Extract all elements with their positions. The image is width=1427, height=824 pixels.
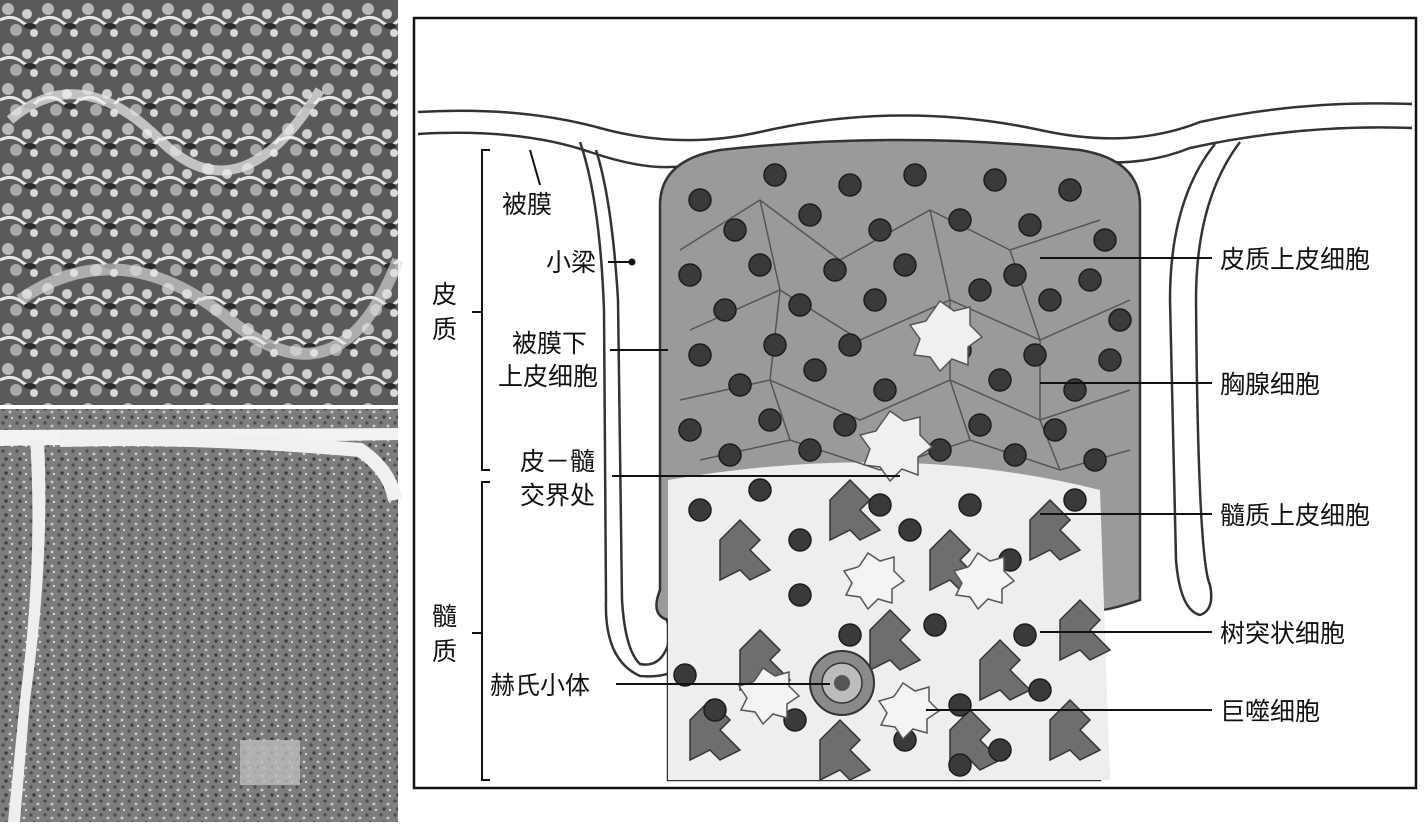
label-cmj-1: 皮－髓 xyxy=(520,447,595,476)
leader-lines xyxy=(529,149,1212,711)
label-trabecula: 小梁 xyxy=(546,248,596,277)
lobule xyxy=(655,138,1142,782)
label-thymocyte: 胸腺细胞 xyxy=(1220,370,1320,399)
hassall-corpuscle xyxy=(809,650,875,716)
cortex-cells xyxy=(678,163,1132,483)
label-cortical-epithelial: 皮质上皮细胞 xyxy=(1220,245,1370,274)
label-cortex-1: 皮 xyxy=(432,280,457,309)
sem-micrograph xyxy=(0,0,404,405)
label-cmj-2: 交界处 xyxy=(520,481,595,510)
light-micrograph xyxy=(0,409,402,822)
medulla-cells xyxy=(673,478,1112,782)
label-hassall: 赫氏小体 xyxy=(490,671,590,700)
label-cortex-2: 质 xyxy=(432,315,457,344)
labels: 被膜 小梁 皮 质 被膜下 上皮细胞 皮－髓 交界处 髓 质 赫氏小体 皮质上皮… xyxy=(432,190,1370,726)
trabecula-dot xyxy=(628,258,636,266)
label-medulla-2: 质 xyxy=(432,637,457,666)
label-capsule: 被膜 xyxy=(502,190,552,219)
region-brackets xyxy=(472,149,490,781)
label-macrophage: 巨噬细胞 xyxy=(1220,697,1320,726)
label-subcapsular-1: 被膜下 xyxy=(512,329,587,358)
label-subcapsular-2: 上皮细胞 xyxy=(498,362,598,391)
label-medulla-1: 髓 xyxy=(432,602,457,631)
label-medullary-epithelial: 髓质上皮细胞 xyxy=(1220,501,1370,530)
label-dendritic: 树突状细胞 xyxy=(1220,619,1345,648)
